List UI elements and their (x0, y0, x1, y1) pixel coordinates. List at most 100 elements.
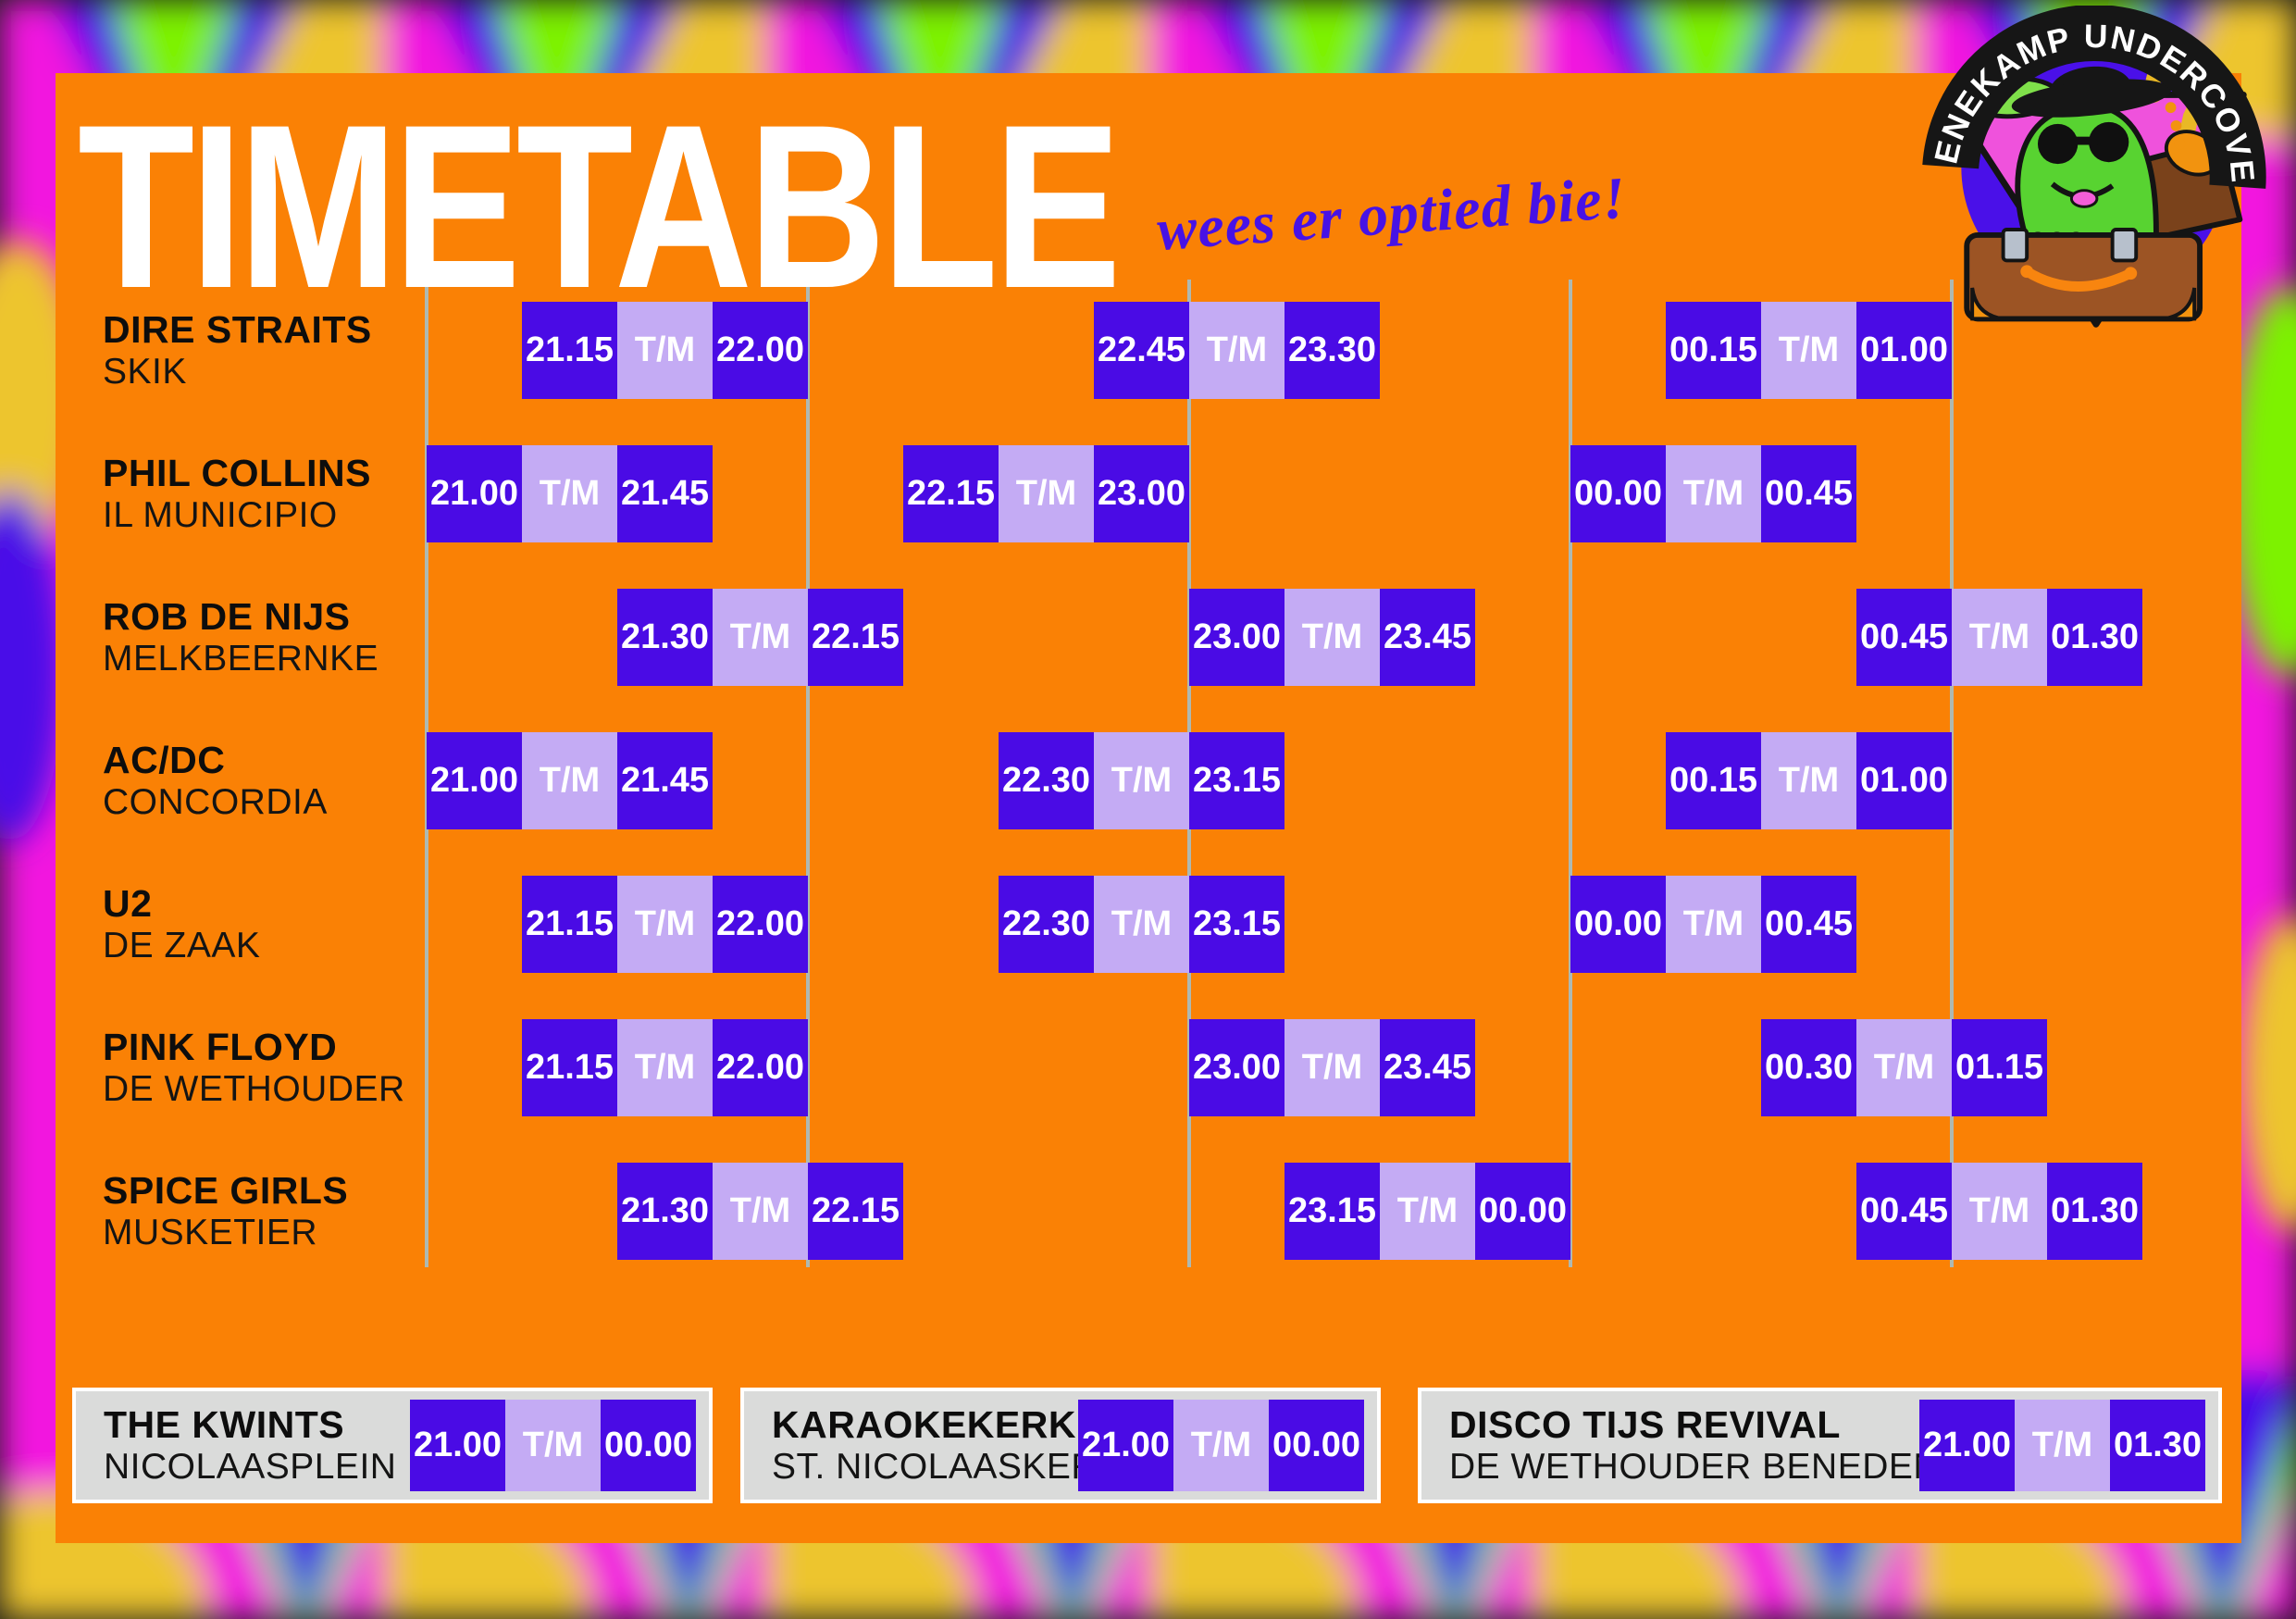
slot-start-time: 22.30 (999, 876, 1094, 973)
time-slot: 00.45 T/M 01.30 (1856, 589, 2142, 686)
slot-start-time: 00.00 (1570, 876, 1666, 973)
slot-end-time: 01.30 (2110, 1400, 2205, 1491)
artist-name: PINK FLOYD (103, 1025, 338, 1068)
slot-end-time: 22.15 (808, 589, 903, 686)
slot-end-time: 22.00 (713, 302, 808, 399)
artist-name: PHIL COLLINS (103, 451, 371, 494)
slot-start-time: 21.15 (522, 876, 617, 973)
slot-separator: T/M (713, 589, 808, 686)
slot-start-time: 21.30 (617, 1163, 713, 1260)
venue-name: DE ZAAK (103, 925, 261, 965)
artist-name: ROB DE NIJS (103, 594, 351, 638)
slot-start-time: 00.45 (1856, 589, 1952, 686)
slot-separator: T/M (617, 302, 713, 399)
slot-start-time: 22.15 (903, 445, 999, 542)
slot-end-time: 00.45 (1761, 876, 1856, 973)
timetable-row: SPICE GIRLS MUSKETIER 21.30 T/M 22.15 23.15 T/… (69, 1155, 2226, 1267)
venue-name: CONCORDIA (103, 781, 328, 822)
denekamp-undercover-logo: DENEKAMP UNDERCOVER (1916, 6, 2269, 328)
artist-name: KARAOKEKERK (772, 1402, 1076, 1446)
footer-venue-box: THE KWINTS NICOLAASPLEIN 21.00 T/M 00.00 (72, 1388, 713, 1503)
slot-separator: T/M (617, 1019, 713, 1116)
slot-end-time: 21.45 (617, 445, 713, 542)
venue-name: IL MUNICIPIO (103, 494, 338, 535)
slot-end-time: 23.30 (1285, 302, 1380, 399)
slot-start-time: 21.15 (522, 1019, 617, 1116)
slot-end-time: 22.15 (808, 1163, 903, 1260)
time-slot: 00.15 T/M 01.00 (1666, 732, 1952, 829)
time-slot: 00.00 T/M 00.45 (1570, 876, 1856, 973)
slot-separator: T/M (1666, 876, 1761, 973)
slot-end-time: 00.45 (1761, 445, 1856, 542)
timetable-row: PHIL COLLINS IL MUNICIPIO 21.00 T/M 21.45 22.… (69, 438, 2226, 550)
time-slot: 21.00 T/M 00.00 (1078, 1400, 1364, 1491)
slot-start-time: 23.00 (1189, 589, 1285, 686)
slot-start-time: 22.30 (999, 732, 1094, 829)
slot-separator: T/M (1380, 1163, 1475, 1260)
artist-name: AC/DC (103, 738, 226, 781)
slot-end-time: 01.00 (1856, 302, 1952, 399)
timetable-row: DIRE STRAITS SKIK 21.15 T/M 22.00 22.45 T/M 23.… (69, 294, 2226, 406)
slot-end-time: 01.30 (2047, 1163, 2142, 1260)
slot-end-time: 00.00 (1475, 1163, 1570, 1260)
timetable-row: AC/DC CONCORDIA 21.00 T/M 21.45 22.30 T/M 23.15… (69, 725, 2226, 837)
slot-start-time: 23.00 (1189, 1019, 1285, 1116)
slot-start-time: 21.00 (1078, 1400, 1173, 1491)
time-slot: 21.15 T/M 22.00 (522, 876, 808, 973)
slot-separator: T/M (1761, 302, 1856, 399)
time-slot: 21.00 T/M 00.00 (410, 1400, 696, 1491)
artist-name: U2 (103, 881, 153, 925)
slot-separator: T/M (522, 445, 617, 542)
slot-start-time: 00.00 (1570, 445, 1666, 542)
slot-start-time: 21.00 (1919, 1400, 2015, 1491)
slot-end-time: 22.00 (713, 876, 808, 973)
slot-start-time: 23.15 (1285, 1163, 1380, 1260)
venue-name: DE WETHOUDER BENEDEN (1449, 1446, 1941, 1487)
venue-name: MELKBEERNKE (103, 638, 379, 679)
slot-start-time: 21.00 (427, 732, 522, 829)
time-slot: 00.00 T/M 00.45 (1570, 445, 1856, 542)
slot-end-time: 23.45 (1380, 589, 1475, 686)
time-slot: 00.45 T/M 01.30 (1856, 1163, 2142, 1260)
slot-start-time: 21.30 (617, 589, 713, 686)
fedora-hat (2011, 66, 2171, 118)
slot-separator: T/M (1285, 589, 1380, 686)
slot-separator: T/M (1189, 302, 1285, 399)
time-slot: 21.15 T/M 22.00 (522, 1019, 808, 1116)
time-slot: 21.30 T/M 22.15 (617, 589, 903, 686)
hour-gridline (806, 280, 810, 1267)
slot-start-time: 00.15 (1666, 732, 1761, 829)
time-slot: 22.15 T/M 23.00 (903, 445, 1189, 542)
timetable-row: ROB DE NIJS MELKBEERNKE 21.30 T/M 22.15 23.00… (69, 581, 2226, 693)
slot-separator: T/M (505, 1400, 601, 1491)
artist-name: SPICE GIRLS (103, 1168, 349, 1212)
slot-separator: T/M (2015, 1400, 2110, 1491)
timetable-row: U2 DE ZAAK 21.15 T/M 22.00 22.30 T/M 23.15 00.00… (69, 868, 2226, 980)
artist-name: DIRE STRAITS (103, 307, 372, 351)
venue-name: DE WETHOUDER (103, 1068, 405, 1109)
slot-start-time: 00.45 (1856, 1163, 1952, 1260)
slot-end-time: 01.30 (2047, 589, 2142, 686)
slot-separator: T/M (1761, 732, 1856, 829)
venue-name: NICOLAASPLEIN (104, 1446, 397, 1487)
artist-name: THE KWINTS (104, 1402, 345, 1446)
time-slot: 22.30 T/M 23.15 (999, 732, 1285, 829)
slot-separator: T/M (1856, 1019, 1952, 1116)
page-title: TIMETABLE (78, 77, 1122, 337)
slot-end-time: 21.45 (617, 732, 713, 829)
slot-end-time: 23.15 (1189, 732, 1285, 829)
time-slot: 21.30 T/M 22.15 (617, 1163, 903, 1260)
slot-start-time: 21.00 (427, 445, 522, 542)
time-slot: 23.00 T/M 23.45 (1189, 589, 1475, 686)
slot-separator: T/M (1952, 1163, 2047, 1260)
slot-start-time: 00.30 (1761, 1019, 1856, 1116)
sunglasses-icon (2037, 121, 2129, 165)
slot-separator: T/M (617, 876, 713, 973)
venue-name: MUSKETIER (103, 1212, 318, 1252)
suitcase-front (1964, 228, 2203, 322)
slot-separator: T/M (1094, 732, 1189, 829)
slot-end-time: 23.45 (1380, 1019, 1475, 1116)
slot-end-time: 00.00 (601, 1400, 696, 1491)
time-slot: 21.00 T/M 21.45 (427, 445, 713, 542)
